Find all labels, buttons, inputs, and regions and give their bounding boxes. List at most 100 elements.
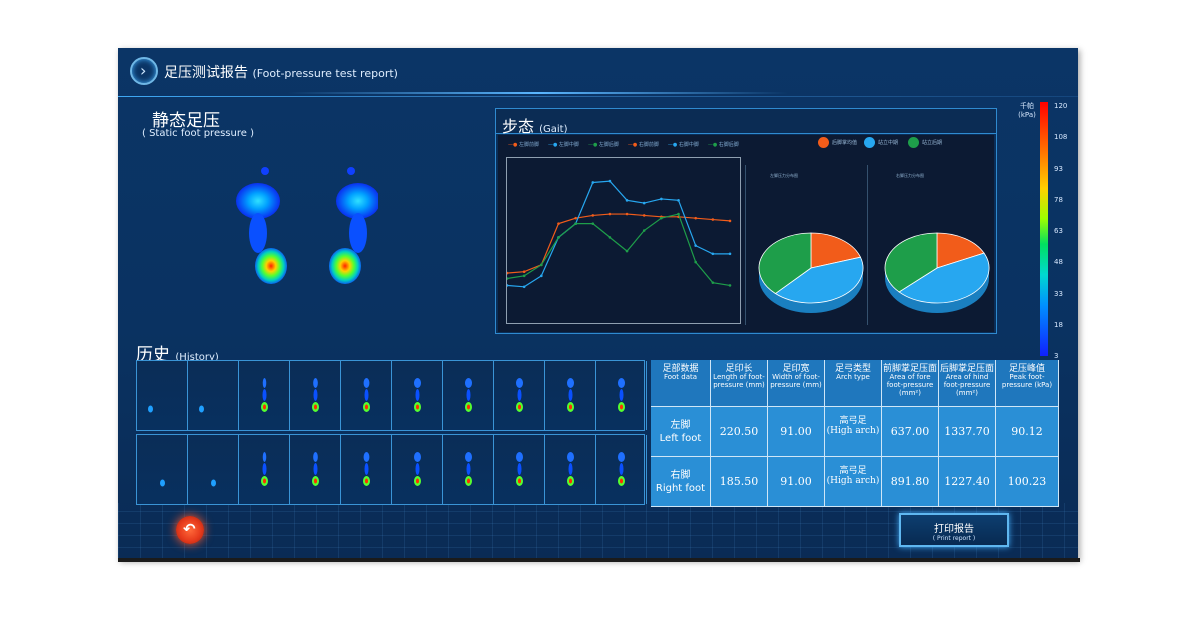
header-label-en: Length of foot-pressure (mm) [713,373,765,389]
table-cell: 高弓足 (High arch) [825,407,882,457]
history-thumbnail[interactable] [137,435,188,504]
history-thumbnail[interactable] [596,435,647,504]
back-button[interactable]: ↶ [176,516,204,544]
pie-slice [898,252,990,304]
history-foot-print [261,452,268,486]
header-label-zh: 足印宽 [782,364,810,374]
print-report-button[interactable]: 打印报告 ( Print report ) [899,513,1009,547]
gait-series-point [608,236,612,239]
colorbar-tick-label: 63 [1054,227,1063,235]
legend-swatch: —● [547,142,559,148]
history-fore-spot [363,378,370,388]
history-thumbnail[interactable] [494,435,545,504]
gait-series-point [574,222,577,225]
gait-series-point [608,212,612,216]
gait-series-point [591,222,595,225]
gait-panel-header: 步态 (Gait) [496,109,996,137]
history-thumbnail[interactable] [443,435,494,504]
history-mid-spot [364,389,369,401]
static-section-subtitle: ( Static foot pressure ) [142,128,254,139]
history-grid [136,360,647,506]
pie-slice [774,256,864,304]
header-label-en: Area of fore foot-pressure (mm²) [886,373,934,397]
history-foot-print [363,452,370,486]
history-thumbnail[interactable] [392,435,443,504]
undo-arrow-icon: ↶ [183,520,196,538]
table-row-label: 右脚 Right foot [651,457,711,507]
history-heel-core [568,404,573,410]
colorbar-tick-label: 108 [1054,133,1068,142]
arch-type-zh: 高弓足 [839,416,867,426]
gait-series-point [728,252,732,256]
gait-line-chart-svg [505,179,732,289]
header-label-en: Width of foot-pressure (mm) [770,373,822,389]
history-fore-spot [567,452,574,462]
chevron-right-icon[interactable]: › [130,57,158,85]
header-label-zh: 足压峰值 [1008,364,1045,374]
page-title-zh: 足压测试报告 [164,65,248,81]
table-cell: 1337.70 [939,407,996,457]
history-heel-core [619,478,624,484]
history-fore-spot [618,378,625,388]
history-foot-print [312,378,319,412]
pressure-colorbar [1040,102,1048,356]
gait-series-point [540,274,543,278]
table-header-cell: 足印宽 Width of foot-pressure (mm) [768,360,825,407]
history-thumbnail[interactable] [137,361,188,430]
line-legend-item: —● 左脚后脚 [588,142,619,148]
history-thumbnail[interactable] [341,361,392,430]
pie-legend-item: 站立中期 [864,137,898,148]
history-mid-spot [415,463,420,475]
history-thumbnail[interactable] [545,361,596,430]
page-title-en: (Foot-pressure test report) [252,67,398,80]
history-mid-spot [517,389,522,401]
history-mid-spot [313,463,318,475]
table-cell: 891.80 [882,457,939,507]
history-thumbnail[interactable] [239,435,290,504]
history-thumbnail[interactable] [239,361,290,430]
history-thumbnail[interactable] [494,361,545,430]
row-label-en: Right foot [655,483,706,494]
gait-title: 步态 (Gait) [502,113,568,137]
history-fore-spot [313,378,318,388]
history-foot-print [211,479,216,487]
history-foot-print [516,378,523,412]
history-thumbnail[interactable] [290,435,341,504]
history-title-en: (History) [175,352,219,363]
pie-legend-label: 后脚掌均值 [832,140,858,146]
history-thumbnail[interactable] [545,435,596,504]
gait-series-point [642,201,646,205]
history-heel-core [313,404,318,410]
history-mid-spot [466,463,471,475]
history-foot-print [567,452,574,486]
history-foot-print [312,452,319,486]
history-thumbnail[interactable] [188,361,239,430]
history-thumbnail[interactable] [443,361,494,430]
right-pie-title: 右脚压力分布图 [896,173,924,178]
gait-series-point [625,212,629,216]
header-divider [118,96,1078,97]
history-thumbnail[interactable] [596,361,647,430]
history-heel-core [415,404,420,410]
header-label-en: Area of hind foot-pressure (mm²) [943,373,991,397]
gait-series-point [694,260,697,264]
history-fore-spot [516,452,523,462]
header-label-zh: 前脚掌足压面 [882,364,937,374]
gait-series-point [522,270,526,273]
right-foot-print [329,167,378,284]
gait-series-point [608,179,612,183]
gait-series-point [625,199,629,202]
history-heel-core [466,404,471,410]
gait-series-point [505,277,509,280]
history-thumbnail[interactable] [188,435,239,504]
history-fore-spot [465,378,472,388]
gait-series-line [506,180,730,288]
history-heel-core [466,478,471,484]
history-thumbnail[interactable] [290,361,341,430]
legend-label: 右脚后脚 [718,142,739,148]
history-foot-print [160,479,165,487]
history-mid-spot [568,463,573,475]
history-thumbnail[interactable] [341,435,392,504]
history-thumbnail[interactable] [392,361,443,430]
colorbar-tick-label: 3 [1054,352,1059,360]
